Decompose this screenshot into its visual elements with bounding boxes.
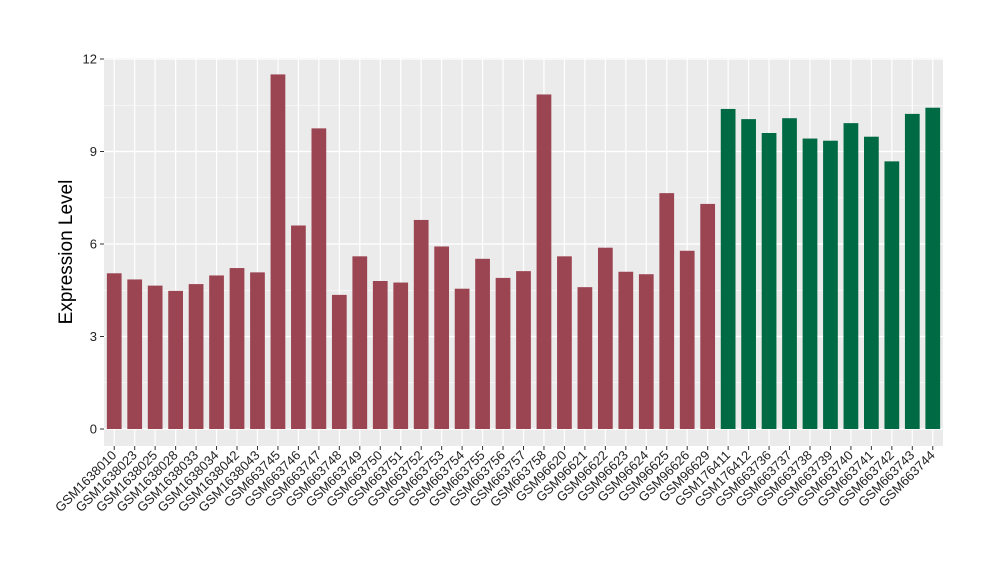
bar-GSM663741 [864, 136, 879, 429]
bar-GSM1638034 [209, 275, 224, 429]
bar-GSM663739 [823, 140, 838, 430]
bar-GSM663750 [372, 281, 388, 429]
bar-GSM96625 [659, 193, 675, 429]
bar-GSM663752 [413, 219, 429, 429]
bar-GSM663742 [884, 161, 900, 429]
bar-GSM663740 [843, 123, 859, 429]
y-tick-label: 3 [90, 329, 97, 344]
bar-GSM96621 [577, 287, 593, 429]
bar-GSM663749 [352, 256, 368, 429]
bar-GSM1638023 [127, 279, 143, 429]
bar-GSM663746 [291, 225, 306, 429]
bar-GSM663751 [393, 282, 409, 429]
bar-GSM663747 [311, 128, 327, 429]
bar-GSM1638042 [229, 268, 245, 429]
bar-GSM176412 [741, 119, 756, 429]
bar-GSM663753 [434, 246, 450, 429]
bar-GSM1638025 [147, 285, 163, 429]
bar-GSM663745 [270, 74, 286, 430]
bar-GSM1638043 [250, 272, 265, 429]
bar-GSM663736 [761, 133, 777, 429]
bar-GSM663754 [454, 288, 470, 429]
bar-GSM663737 [782, 118, 797, 429]
bar-GSM96622 [597, 247, 613, 429]
bar-GSM176411 [720, 108, 736, 429]
y-tick-label: 6 [90, 237, 97, 252]
y-axis-title: Expression Level [56, 180, 77, 325]
y-tick-label: 9 [90, 144, 97, 159]
bar-GSM663755 [475, 258, 490, 429]
y-tick-label: 0 [90, 422, 97, 437]
y-tick-label: 12 [83, 52, 97, 67]
x-axis: GSM1638010GSM1638023GSM1638025GSM1638028… [52, 446, 938, 515]
bar-GSM96623 [618, 271, 634, 429]
bar-GSM96629 [700, 203, 716, 429]
bar-GSM663738 [802, 138, 818, 430]
bar-GSM663757 [516, 271, 531, 429]
bars [106, 74, 941, 430]
bar-GSM96626 [679, 250, 695, 429]
bar-GSM663756 [495, 277, 511, 429]
bar-GSM1638028 [168, 290, 183, 429]
bar-GSM663743 [904, 113, 920, 429]
bar-GSM1638010 [106, 273, 122, 429]
bar-GSM663748 [331, 294, 347, 429]
bar-GSM663744 [925, 107, 941, 429]
bar-GSM96620 [557, 256, 572, 429]
bar-GSM1638033 [188, 284, 204, 429]
bar-GSM663758 [536, 94, 552, 429]
bar-GSM96624 [638, 274, 654, 429]
y-axis: 0 3 6 9 12 [83, 52, 104, 437]
